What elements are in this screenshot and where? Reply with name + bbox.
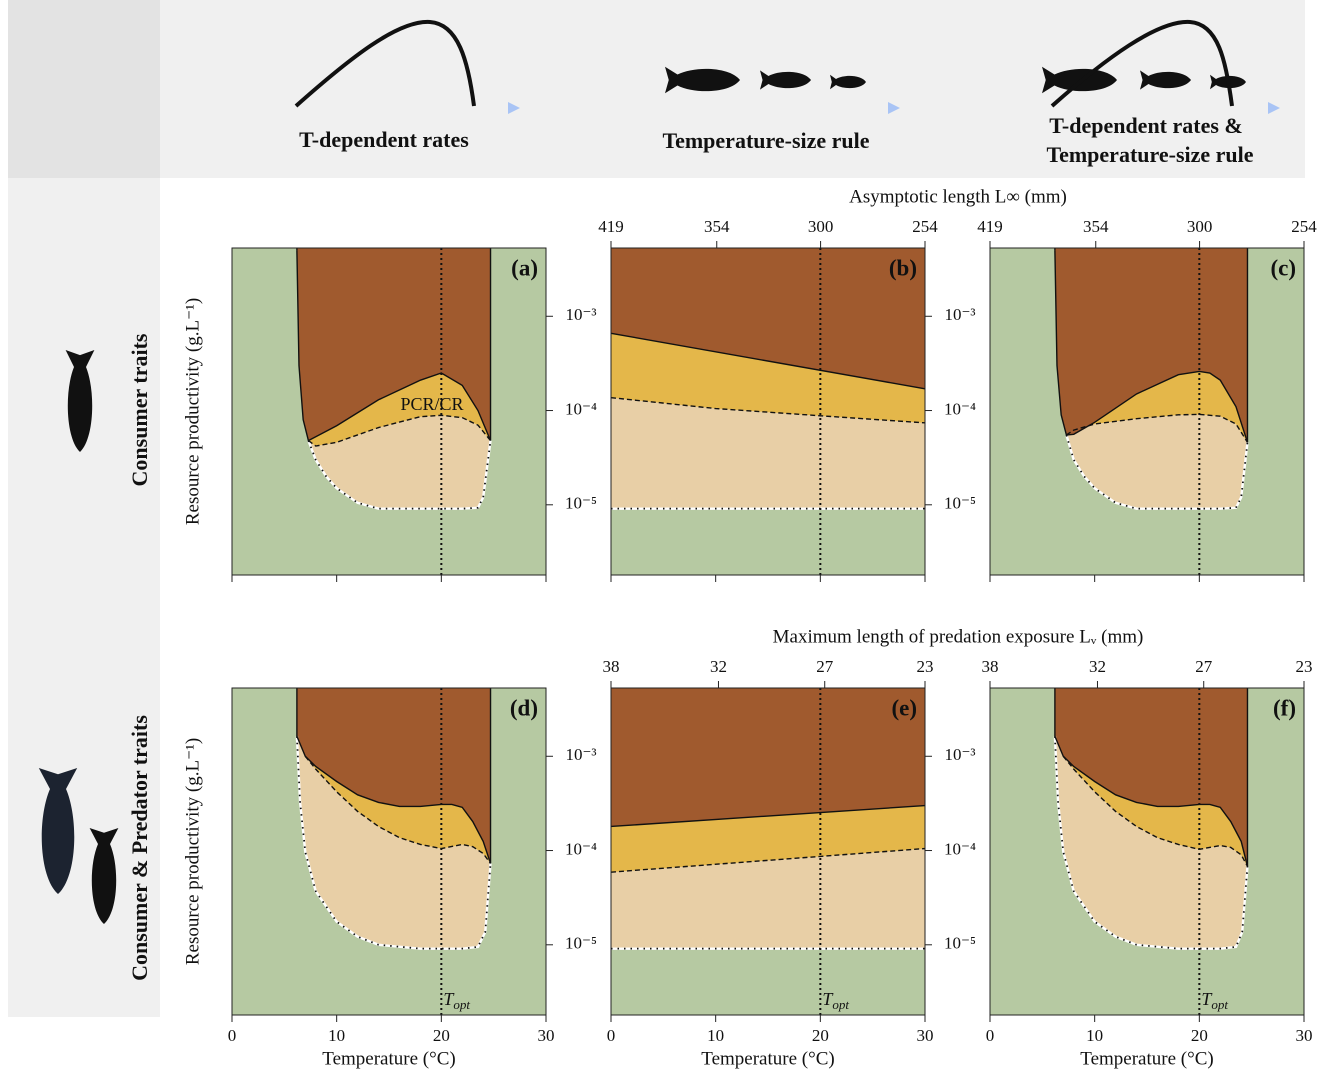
regime-region — [611, 688, 925, 826]
x-tick-label: 10 — [328, 1026, 345, 1045]
figure: T-dependent rates Temperature-size rule … — [0, 0, 1321, 1077]
y-tick-label: 10⁻³ — [944, 745, 975, 764]
x2-tick-label: 254 — [1291, 217, 1317, 236]
x-axis-title: Temperature (°C) — [1080, 1048, 1213, 1069]
panel: 419 354 300 254 (c) — [977, 217, 1317, 582]
x-axis-title: Temperature (°C) — [701, 1048, 834, 1069]
x2-tick-label: 32 — [710, 657, 727, 676]
page: T-dependent rates Temperature-size rule … — [0, 0, 1321, 1077]
x2-axis-title: Asymptotic length L∞ (mm) — [849, 186, 1067, 207]
x2-tick-label: 23 — [917, 657, 934, 676]
x2-tick-label: 38 — [982, 657, 999, 676]
topt-subscript: opt — [832, 997, 849, 1012]
x-tick-label: 0 — [986, 1026, 995, 1045]
y-tick-label: 10⁻⁵ — [565, 934, 597, 953]
x2-tick-label: 32 — [1089, 657, 1106, 676]
y-tick-label: 10⁻⁵ — [944, 934, 976, 953]
panel-label: (e) — [891, 695, 917, 720]
y-axis-title: Resource productivity (g.L⁻¹) — [182, 738, 203, 965]
x2-tick-label: 23 — [1296, 657, 1313, 676]
y-tick-label: 10⁻⁵ — [944, 494, 976, 513]
x-tick-label: 0 — [228, 1026, 237, 1045]
schematic-label: Temperature-size rule — [662, 128, 869, 153]
x-tick-label: 30 — [1296, 1026, 1313, 1045]
schematic-label: Temperature-size rule — [1046, 142, 1253, 167]
x-tick-label: 10 — [1086, 1026, 1103, 1045]
x-tick-label: 10 — [707, 1026, 724, 1045]
panel-label: (c) — [1270, 255, 1296, 280]
x2-tick-label: 27 — [1195, 657, 1213, 676]
x2-tick-label: 38 — [603, 657, 620, 676]
header-corner — [8, 0, 160, 178]
panel-label: (f) — [1273, 695, 1296, 720]
y-tick-label: 10⁻⁴ — [944, 399, 976, 418]
y-tick-label: 10⁻³ — [565, 305, 596, 324]
panel-label: (a) — [511, 255, 538, 280]
y-tick-label: 10⁻⁴ — [565, 399, 597, 418]
y-tick-label: 10⁻⁴ — [565, 839, 597, 858]
x-tick-label: 20 — [812, 1026, 829, 1045]
schematic-label: T-dependent rates & — [1049, 113, 1243, 138]
y-tick-label: 10⁻⁴ — [944, 839, 976, 858]
x-axis-title: Temperature (°C) — [322, 1048, 455, 1069]
y-tick-label: 10⁻⁵ — [565, 494, 597, 513]
x2-axis-title: Maximum length of predation exposure Lᵥ … — [773, 626, 1144, 647]
x-tick-label: 30 — [538, 1026, 555, 1045]
x2-tick-label: 27 — [816, 657, 834, 676]
topt-subscript: opt — [453, 997, 470, 1012]
panel-label: (d) — [510, 695, 538, 720]
x2-tick-label: 419 — [598, 217, 624, 236]
panel: 0 10 20 30 10⁻³ 10⁻⁴ 10⁻⁵ Temperature (°C) Resou… — [182, 688, 597, 1069]
panel: 10⁻³ 10⁻⁴ 10⁻⁵ Resource productivity (g.L⁻¹… — [182, 248, 597, 582]
schematic-label: T-dependent rates — [299, 127, 469, 152]
x2-tick-label: 419 — [977, 217, 1003, 236]
x2-tick-label: 354 — [1083, 217, 1109, 236]
x2-tick-label: 354 — [704, 217, 730, 236]
y-tick-label: 10⁻³ — [944, 305, 975, 324]
y-tick-label: 10⁻³ — [565, 745, 596, 764]
x-tick-label: 20 — [1191, 1026, 1208, 1045]
panel-label: (b) — [889, 255, 917, 280]
x2-tick-label: 300 — [1187, 217, 1213, 236]
x2-tick-label: 254 — [912, 217, 938, 236]
annotation: PCR/CR — [400, 394, 463, 414]
x-tick-label: 30 — [917, 1026, 934, 1045]
row-label: Consumer & Predator traits — [127, 715, 152, 981]
topt-subscript: opt — [1211, 997, 1228, 1012]
x-tick-label: 20 — [433, 1026, 450, 1045]
x-tick-label: 0 — [607, 1026, 616, 1045]
x2-tick-label: 300 — [808, 217, 834, 236]
y-axis-title: Resource productivity (g.L⁻¹) — [182, 298, 203, 525]
row-label: Consumer traits — [127, 333, 152, 486]
